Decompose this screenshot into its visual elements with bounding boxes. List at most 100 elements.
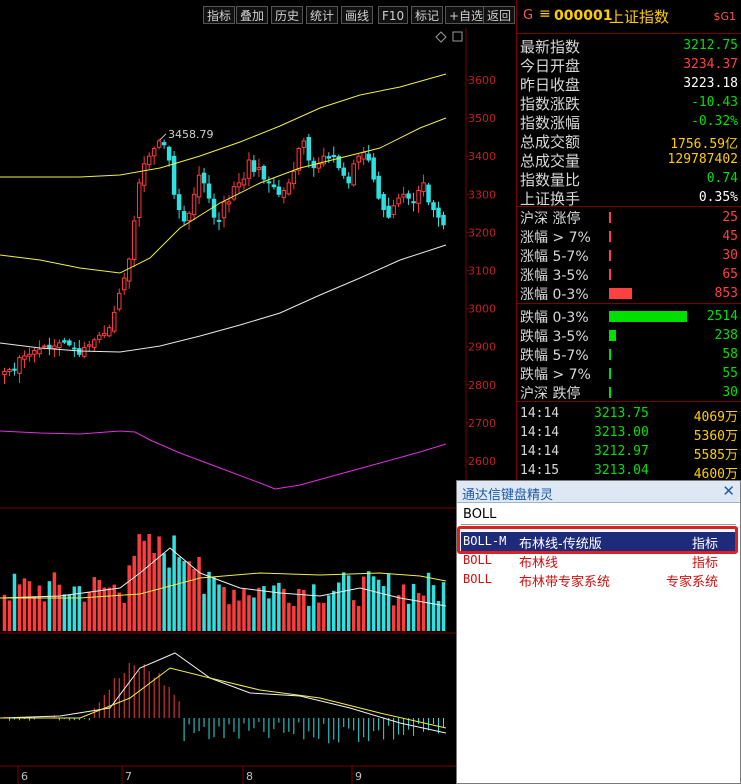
volume-bar — [322, 602, 326, 631]
price-axis-label: 2800 — [468, 379, 496, 392]
candle-body — [72, 347, 77, 350]
volume-bar — [2, 594, 7, 631]
volume-bar — [192, 568, 196, 631]
toolbar-button-1[interactable]: 叠加 — [236, 6, 269, 24]
divider — [517, 303, 741, 304]
wizard-search-input[interactable]: BOLL — [461, 505, 736, 525]
candle-body — [261, 165, 267, 180]
tick-volume: 5360万 — [693, 429, 738, 444]
wizard-result-row[interactable]: BOLL 布林线 指标 — [461, 551, 736, 571]
distribution-bar — [609, 368, 611, 379]
toolbar-button-8[interactable]: 返回 — [483, 6, 516, 24]
stat-value: 129787402 — [667, 152, 738, 167]
volume-bar — [92, 577, 97, 631]
volume-bar — [381, 586, 386, 631]
candle-body — [351, 163, 356, 186]
kline-chart[interactable]: 3600 3500 3400 3300 3200 3100 3000 2900 2800 2700… — [0, 28, 516, 784]
stat-value: 0.35% — [698, 190, 738, 205]
chart-area[interactable]: 3600 3500 3400 3300 3200 3100 3000 2900 2800 2700… — [0, 28, 516, 784]
date-axis-label: 6 — [21, 770, 28, 783]
ma-upper-line — [0, 73, 447, 178]
toolbar-button-3[interactable]: 统计 — [306, 6, 339, 24]
volume-bar — [426, 572, 431, 631]
toolbar-button-6[interactable]: 标记 — [411, 6, 444, 24]
candle-body — [441, 214, 446, 226]
volume-bar — [386, 574, 391, 631]
volume-bar — [396, 595, 401, 631]
distribution-row: 跌幅 0-3% 2514 — [517, 307, 741, 326]
result-code: BOLL-M — [463, 534, 507, 548]
wizard-titlebar[interactable]: 通达信键盘精灵 ✕ — [457, 481, 740, 503]
stat-value: 0.74 — [706, 171, 738, 186]
stat-row: 上证换手 0.35% — [517, 188, 741, 208]
stat-label: 指数涨幅 — [520, 114, 581, 132]
distribution-row: 跌幅 > 7% 55 — [517, 364, 741, 383]
volume-bar — [12, 573, 17, 631]
result-type: 专家系统 — [665, 575, 718, 590]
stat-row: 指数涨幅 -0.32% — [517, 112, 741, 132]
volume-bar — [122, 602, 126, 631]
candle-body — [116, 292, 122, 310]
close-icon[interactable]: ✕ — [722, 482, 735, 500]
tick-time: 14:14 — [520, 425, 560, 440]
candle-body — [126, 258, 132, 282]
toolbar-button-7[interactable]: +自选 — [445, 6, 488, 24]
toolbar-button-2[interactable]: 历史 — [271, 6, 304, 24]
volume-bar — [147, 534, 151, 631]
volume-bar — [32, 596, 37, 631]
distribution-value: 65 — [722, 267, 738, 282]
keyboard-wizard[interactable]: 通达信键盘精灵 ✕ BOLL BOLL-M 布林线-传统版 指标 BOLL 布林线 指标 B… — [456, 480, 741, 784]
stat-row: 最新指数 3212.75 — [517, 36, 741, 56]
result-code: BOLL — [463, 553, 492, 567]
distribution-label: 涨幅 0-3% — [520, 287, 589, 303]
volume-bar — [262, 586, 266, 631]
toolbar-button-5[interactable]: F10 — [378, 6, 409, 24]
distribution-row: 涨幅 0-3% 853 — [517, 284, 741, 303]
candle-body — [386, 205, 391, 218]
distribution-label: 跌幅 5-7% — [520, 348, 589, 364]
volume-bar — [52, 572, 57, 631]
wizard-result-row[interactable]: BOLL-M 布林线-传统版 指标 — [461, 532, 736, 552]
toolbar-button-4[interactable]: 画线 — [341, 6, 374, 24]
volume-bar — [167, 567, 171, 631]
candle-body — [52, 345, 57, 350]
price-axis-label: 3400 — [468, 150, 496, 163]
toolbar-button-0[interactable]: 指标 — [203, 6, 236, 24]
ma-white-line — [0, 244, 447, 353]
wizard-result-row[interactable]: BOLL 布林带专家系统 专家系统 — [461, 570, 736, 590]
volume-bar — [356, 605, 361, 631]
menu-icon[interactable]: ≡ — [539, 6, 551, 22]
result-code: BOLL — [463, 572, 492, 586]
distribution-label: 涨幅 > 7% — [520, 230, 591, 246]
candle-body — [246, 159, 252, 179]
volume-bar — [142, 540, 146, 631]
volume-bar — [341, 572, 346, 631]
stat-label: 今日开盘 — [520, 57, 581, 75]
candle-body — [146, 155, 152, 165]
result-type: 指标 — [691, 556, 718, 571]
volume-bar — [157, 536, 161, 631]
volume-bar — [247, 595, 251, 631]
chart-toolbar: 指标 叠加 历史 统计 画线 F10 标记 +自选 返回 — [0, 0, 516, 28]
volume-bar — [302, 589, 306, 631]
stat-label: 指数涨跌 — [520, 95, 581, 113]
tick-price: 3213.04 — [594, 463, 649, 478]
candle-body — [206, 183, 212, 199]
volume-bar — [237, 600, 241, 631]
price-axis-label: 3200 — [468, 226, 496, 239]
candle-body — [276, 186, 282, 195]
candle-body — [341, 167, 346, 176]
candle-body — [211, 198, 217, 218]
candle-body — [171, 155, 177, 195]
candle-body — [201, 172, 207, 184]
stat-value: 3223.18 — [683, 76, 738, 91]
volume-bar — [37, 585, 42, 631]
price-axis-label: 3300 — [468, 188, 496, 201]
candle-body — [37, 348, 42, 355]
distribution-value: 45 — [722, 229, 738, 244]
candle-body — [436, 207, 441, 218]
distribution-value: 55 — [722, 366, 738, 381]
distribution-bar — [609, 311, 688, 322]
candle-body — [376, 175, 381, 199]
tick-time: 14:14 — [520, 444, 560, 459]
